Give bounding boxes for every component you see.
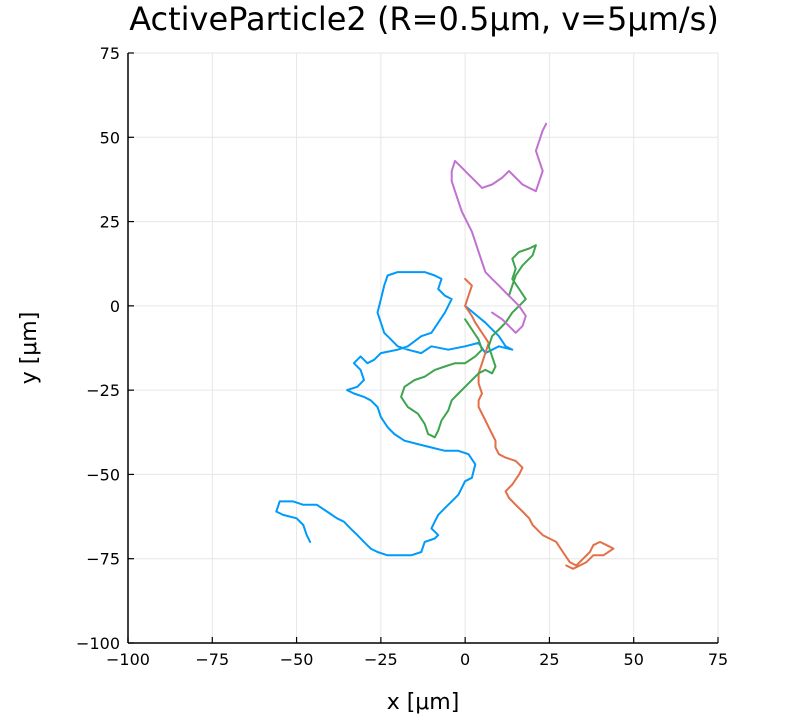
axes-layer: −100 −75 −50 −25 0 25 50 75 −100 −75 −50 −25 0 25 50 75 xyxy=(76,44,728,669)
y-tick-label: −100 xyxy=(76,634,120,653)
x-tick-label: −75 xyxy=(195,650,229,669)
y-tick-label: 25 xyxy=(100,213,120,232)
trajectory-series-3 xyxy=(400,244,537,439)
chart-title: ActiveParticle2 (R=0.5μm, v=5μm/s) xyxy=(129,0,719,38)
trajectory-series-4 xyxy=(450,122,548,334)
y-tick-label: −25 xyxy=(86,381,120,400)
x-tick-label: 50 xyxy=(624,650,644,669)
y-tick-label: 50 xyxy=(100,128,120,147)
x-tick-label: −25 xyxy=(364,650,398,669)
y-tick-label: −75 xyxy=(86,550,120,569)
trajectory-series-2 xyxy=(464,277,615,570)
x-tick-label: −50 xyxy=(280,650,314,669)
trajectory-series-1 xyxy=(275,271,514,557)
grid-layer xyxy=(127,52,719,644)
x-tick-label: 25 xyxy=(539,650,559,669)
y-tick-label: 0 xyxy=(110,297,120,316)
x-tick-label: −100 xyxy=(106,650,150,669)
y-tick-label: 75 xyxy=(100,44,120,63)
x-tick-label: 75 xyxy=(708,650,728,669)
y-tick-label: −50 xyxy=(86,465,120,484)
x-tick-label: 0 xyxy=(460,650,470,669)
x-axis-title: x [μm] xyxy=(387,690,460,715)
y-axis-title: y [μm] xyxy=(17,312,42,385)
series-layer xyxy=(275,122,615,570)
